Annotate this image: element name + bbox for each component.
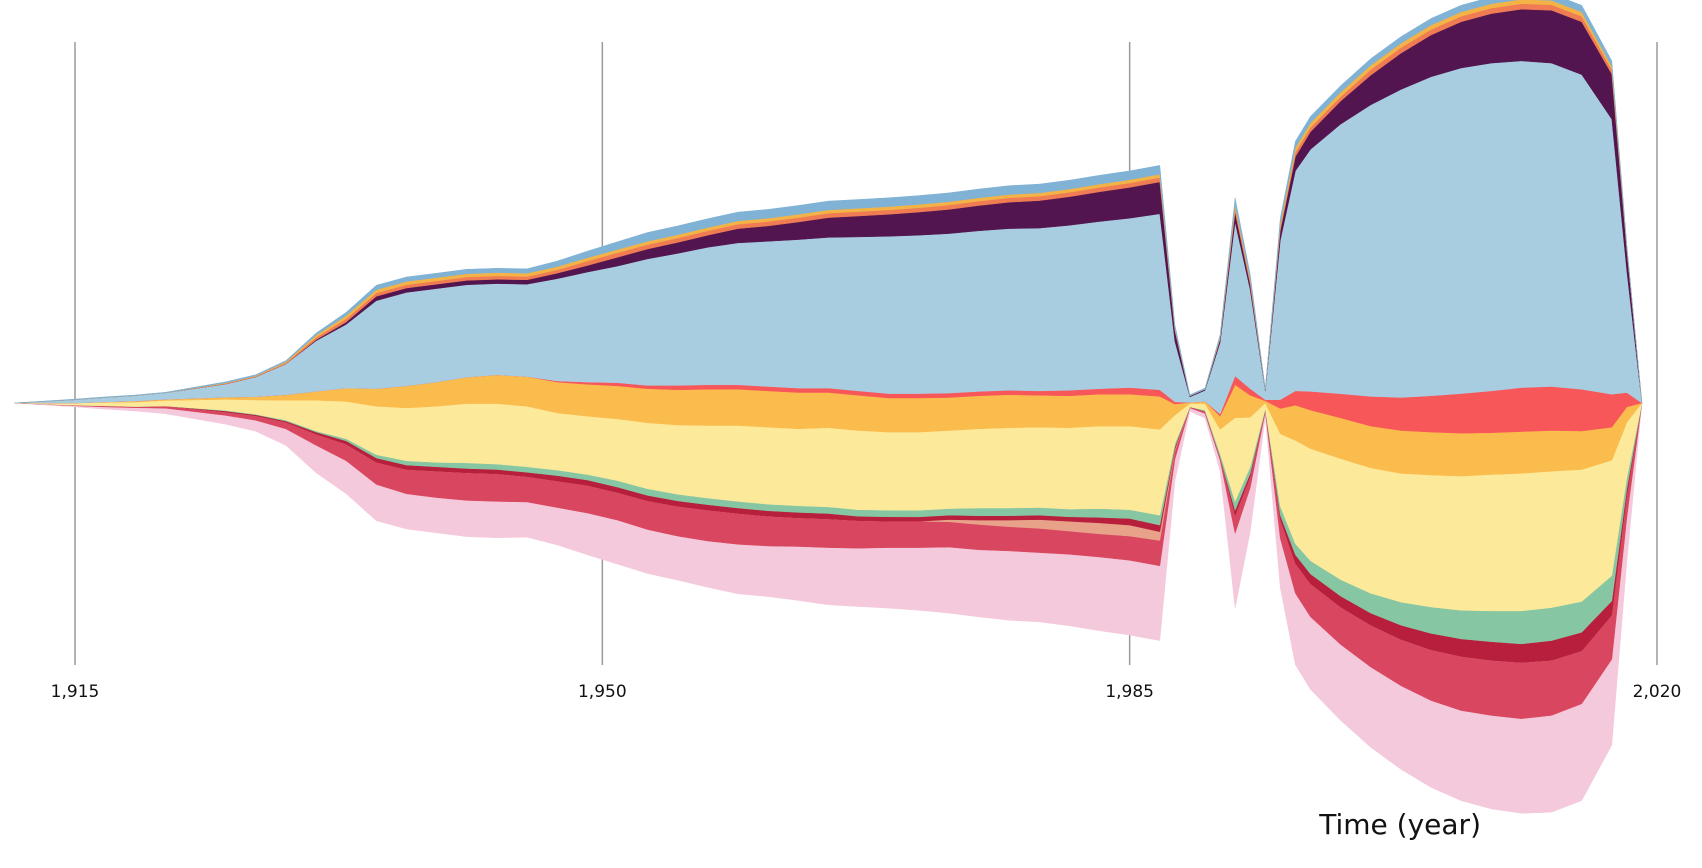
- x-tick-label-1915: 1,915: [51, 682, 100, 702]
- x-axis-title: Time (year): [1319, 808, 1481, 841]
- x-axis-tick-labels: 1,915 1,950 1,985 2,020: [51, 682, 1682, 702]
- x-tick-label-1985: 1,985: [1105, 682, 1154, 702]
- stream-layers: [14, 0, 1643, 814]
- stream-layer-13: [14, 0, 1643, 404]
- x-tick-label-2020: 2,020: [1633, 682, 1682, 702]
- x-tick-label-1950: 1,950: [578, 682, 627, 702]
